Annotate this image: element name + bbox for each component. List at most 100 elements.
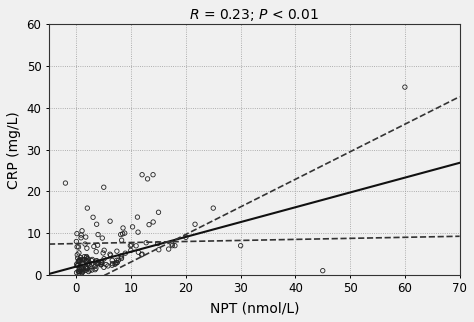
Point	[134, 230, 142, 235]
Point	[127, 248, 135, 253]
Point	[94, 232, 102, 237]
Point	[118, 238, 126, 243]
Point	[113, 260, 121, 265]
Point	[78, 267, 86, 272]
Point	[82, 265, 90, 270]
Point	[112, 260, 119, 266]
Point	[81, 254, 88, 259]
Point	[73, 270, 80, 275]
Point	[237, 243, 245, 248]
Point	[113, 258, 120, 263]
Point	[115, 258, 122, 263]
Point	[97, 262, 105, 268]
Point	[76, 257, 84, 262]
Point	[82, 265, 89, 270]
Point	[102, 262, 110, 267]
Point	[92, 259, 100, 264]
Point	[77, 255, 84, 260]
Point	[109, 263, 116, 268]
Point	[79, 266, 87, 271]
Point	[94, 242, 101, 248]
Point	[118, 254, 125, 260]
Point	[77, 235, 85, 240]
Point	[73, 231, 81, 236]
Point	[94, 261, 101, 266]
Point	[81, 257, 88, 262]
Point	[77, 268, 84, 273]
Point	[127, 243, 134, 248]
Point	[149, 172, 157, 177]
Point	[88, 268, 96, 273]
Point	[62, 181, 69, 186]
Point	[117, 253, 125, 259]
Point	[86, 268, 94, 273]
Point	[171, 243, 179, 248]
Point	[109, 261, 116, 266]
Point	[134, 214, 141, 220]
Point	[168, 242, 176, 247]
Point	[119, 231, 127, 236]
Point	[113, 260, 120, 265]
Point	[75, 258, 82, 263]
Point	[92, 266, 100, 271]
Point	[83, 205, 91, 211]
Point	[73, 239, 80, 244]
Point	[401, 84, 409, 90]
Point	[74, 269, 82, 274]
Point	[191, 222, 199, 227]
Point	[83, 254, 91, 259]
Point	[92, 249, 100, 254]
Point	[98, 260, 105, 265]
Point	[100, 185, 108, 190]
Point	[75, 244, 82, 250]
Point	[82, 266, 90, 271]
Point	[80, 268, 87, 273]
Point	[319, 268, 327, 273]
Point	[165, 246, 173, 251]
Point	[75, 269, 83, 274]
Point	[119, 225, 127, 231]
Point	[76, 267, 83, 272]
Point	[91, 264, 99, 269]
Point	[155, 247, 163, 252]
Point	[73, 244, 81, 249]
Point	[121, 231, 128, 236]
Point	[90, 244, 98, 249]
Point	[75, 269, 82, 274]
Point	[88, 258, 95, 263]
Point	[85, 257, 92, 262]
Point	[82, 258, 90, 263]
Point	[117, 232, 125, 237]
Point	[78, 270, 86, 276]
Point	[76, 258, 84, 263]
Point	[74, 256, 82, 261]
Point	[138, 251, 146, 257]
Point	[138, 172, 146, 177]
Point	[138, 252, 146, 257]
Point	[145, 222, 153, 227]
Point	[85, 262, 93, 267]
Point	[77, 232, 85, 238]
Point	[135, 250, 142, 255]
Point	[155, 210, 162, 215]
Point	[182, 235, 190, 240]
Point	[76, 259, 83, 264]
Point	[93, 222, 100, 227]
Point	[107, 253, 114, 258]
Point	[93, 261, 100, 266]
Point	[99, 235, 106, 241]
Point	[83, 266, 91, 271]
Point	[128, 242, 135, 248]
Point	[98, 260, 105, 266]
Point	[210, 205, 217, 211]
Point	[83, 255, 91, 260]
Point	[129, 224, 137, 230]
Point	[106, 252, 114, 257]
Point	[85, 269, 92, 274]
Point	[111, 262, 119, 267]
Point	[98, 262, 105, 267]
Point	[78, 258, 85, 263]
Point	[79, 260, 86, 266]
Point	[77, 266, 85, 271]
Point	[113, 249, 121, 254]
